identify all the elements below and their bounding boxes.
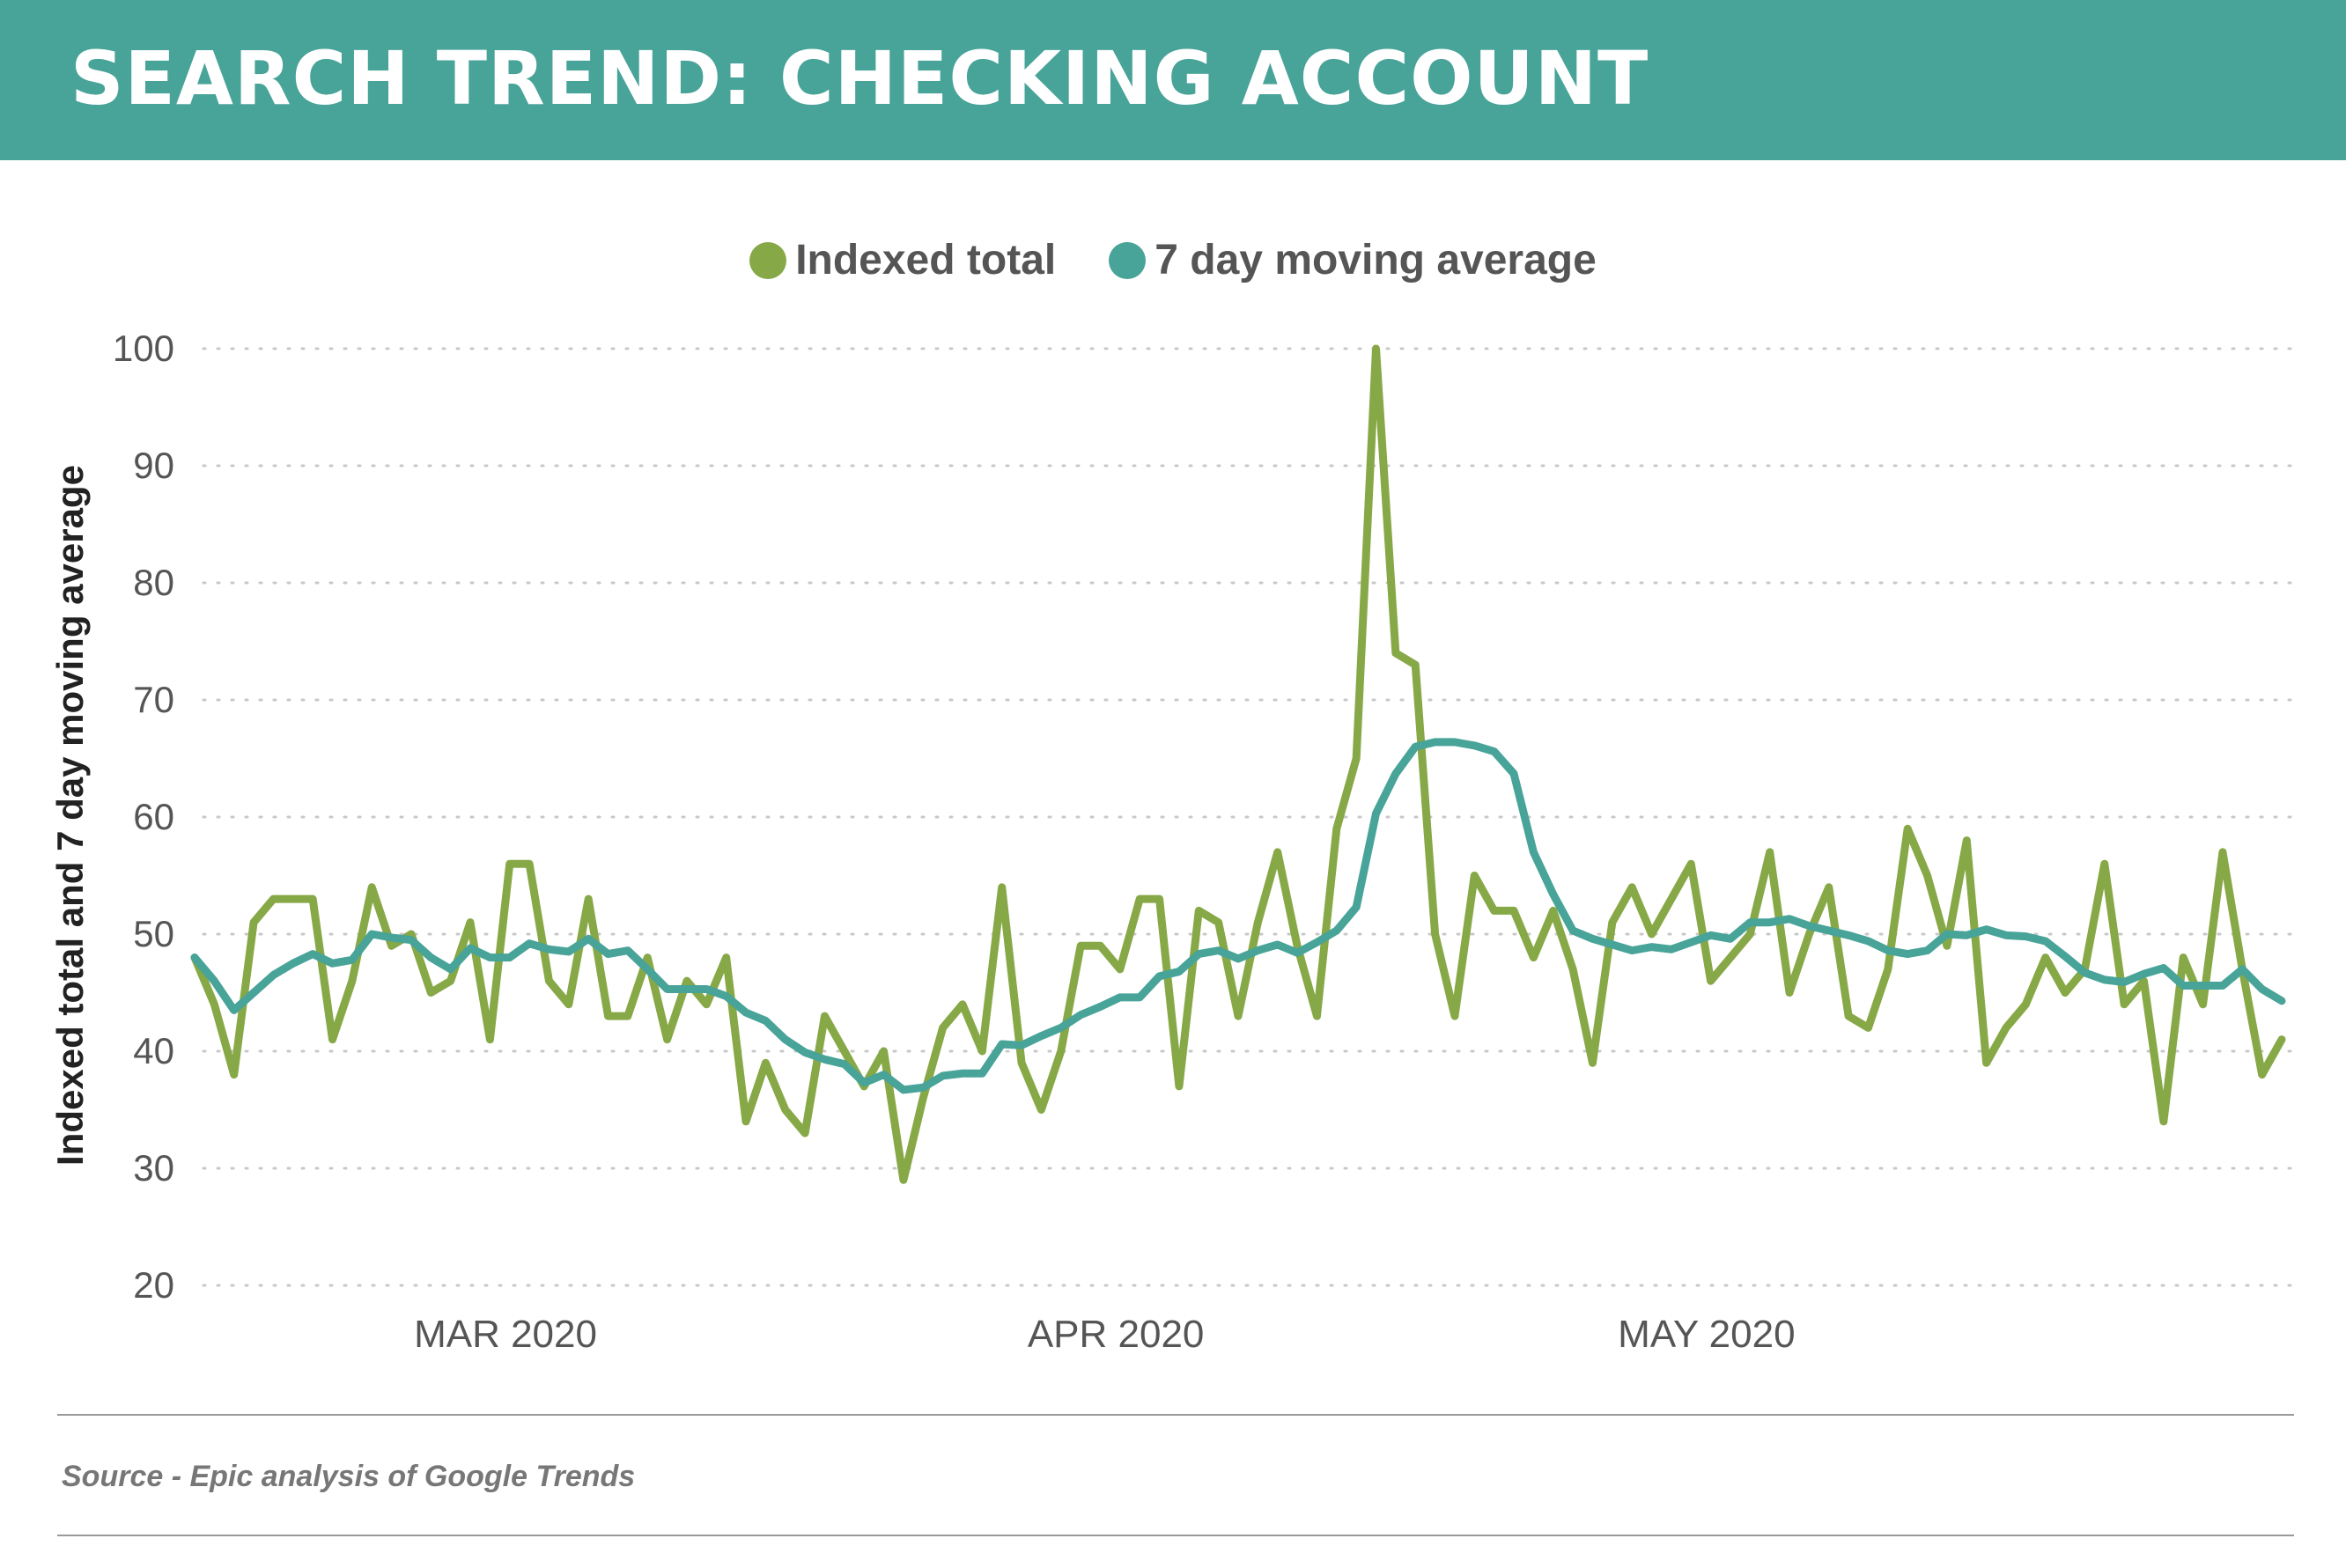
y-tick-label: 100 xyxy=(113,328,174,369)
legend-item-indexed-total: Indexed total xyxy=(749,236,1056,284)
legend: Indexed total 7 day moving average xyxy=(0,236,2346,284)
line-chart: 20 30 40 50 60 70 80 90 100 MAR 2020 APR 2020 MAY 2… xyxy=(113,328,2300,1356)
y-tick-label: 90 xyxy=(133,445,174,486)
x-tick-label: APR 2020 xyxy=(1028,1313,1205,1356)
y-tick-label: 60 xyxy=(133,796,174,837)
legend-dot-icon xyxy=(749,241,787,279)
chart-title: SEARCH TREND: CHECKING ACCOUNT xyxy=(70,35,1649,121)
x-tick-label: MAR 2020 xyxy=(414,1313,597,1356)
legend-dot-icon xyxy=(1109,241,1147,279)
indexed-total-line xyxy=(190,344,2286,1184)
y-tick-label: 50 xyxy=(133,913,174,954)
y-tick-label: 40 xyxy=(133,1030,174,1071)
divider xyxy=(57,1535,2294,1536)
y-tick-label: 20 xyxy=(133,1264,174,1306)
legend-label: 7 day moving average xyxy=(1155,237,1597,283)
x-tick-label: MAY 2020 xyxy=(1618,1313,1795,1356)
y-tick-label: 30 xyxy=(133,1147,174,1189)
y-tick-label: 70 xyxy=(133,679,174,720)
source-note: Source - Epic analysis of Google Trends xyxy=(62,1460,636,1493)
divider xyxy=(57,1414,2294,1416)
legend-item-moving-average: 7 day moving average xyxy=(1109,236,1597,284)
header-banner: SEARCH TREND: CHECKING ACCOUNT xyxy=(0,0,2346,160)
legend-label: Indexed total xyxy=(795,237,1057,283)
y-tick-label: 80 xyxy=(133,562,174,603)
